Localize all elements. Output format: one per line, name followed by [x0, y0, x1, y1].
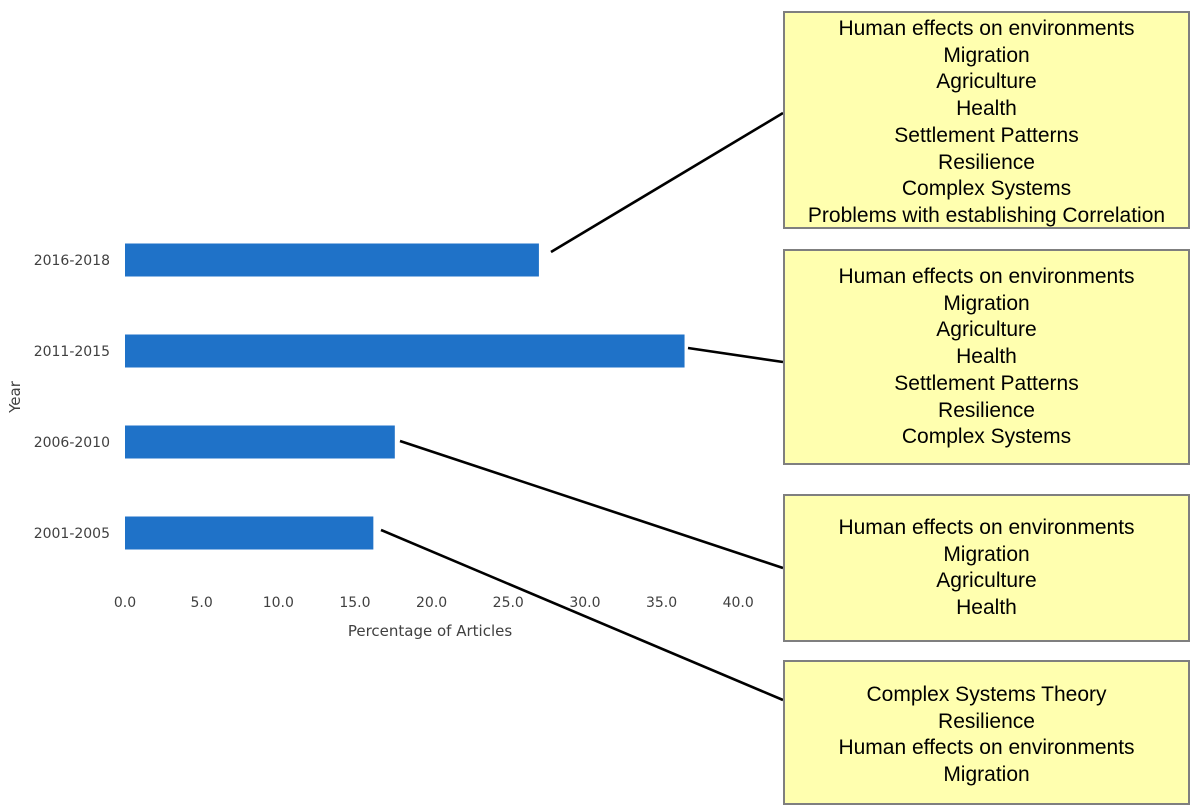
bar-2001-2005 — [125, 516, 374, 550]
topic-item: Human effects on environments — [838, 17, 1135, 40]
bar-2011-2015 — [125, 334, 685, 368]
x-tick-label: 35.0 — [646, 595, 677, 611]
topic-item: Complex Systems — [901, 177, 1072, 201]
x-tick-label: 0.0 — [114, 595, 136, 611]
x-tick-label: 5.0 — [191, 595, 213, 611]
y-tick-label: 2011-2015 — [34, 344, 110, 360]
topic-item: Agriculture — [936, 569, 1037, 593]
y-tick-label: 2001-2005 — [34, 526, 110, 542]
x-tick-label: 20.0 — [416, 595, 447, 611]
topic-item: Complex Systems Theory — [866, 683, 1107, 706]
topic-item: Health — [956, 97, 1017, 121]
topic-item: Human effects on environments — [838, 265, 1135, 288]
topic-item: Migration — [943, 43, 1030, 67]
connector-line-2001-2005 — [380, 528, 784, 702]
topic-item: Health — [956, 345, 1017, 369]
x-tick-label: 10.0 — [263, 595, 294, 611]
y-axis-title: Year — [6, 380, 24, 414]
topic-item: Human effects on environments — [838, 736, 1135, 760]
topic-item: Settlement Patterns — [894, 123, 1079, 147]
x-axis-title: Percentage of Articles — [348, 622, 512, 640]
connector-line-2011-2015 — [687, 346, 784, 364]
x-tick-label: 15.0 — [339, 595, 370, 611]
topic-item: Problems with establishing Correlation — [807, 203, 1166, 227]
topic-item: Agriculture — [936, 318, 1037, 342]
x-tick-labels: 0.0 5.0 10.0 15.0 20.0 25.0 30.0 35.0 40.0 — [114, 595, 754, 611]
bar-2016-2018 — [125, 243, 539, 277]
x-tick-label: 25.0 — [493, 595, 524, 611]
bar-2006-2010 — [125, 425, 395, 459]
topic-item: Resilience — [938, 398, 1035, 422]
y-tick-labels: 2001-2005 2006-2010 2011-2015 2016-2018 — [34, 253, 110, 542]
y-tick-label: 2006-2010 — [34, 435, 110, 451]
topic-box-2001-2005: Complex Systems Theory Resilience Human ef… — [783, 660, 1190, 805]
topic-item: Settlement Patterns — [894, 371, 1079, 395]
connector-lines — [380, 111, 784, 702]
topic-item: Migration — [943, 763, 1030, 787]
topic-box-2016-2018: Human effects on environments Migration Ag… — [783, 11, 1190, 229]
x-tick-label: 40.0 — [723, 595, 754, 611]
topic-item: Human effects on environments — [838, 516, 1135, 539]
topic-item: Agriculture — [936, 70, 1037, 94]
topic-box-2011-2015: Human effects on environments Migration Ag… — [783, 249, 1190, 465]
topic-item: Resilience — [938, 150, 1035, 174]
y-tick-label: 2016-2018 — [34, 253, 110, 269]
topic-item: Health — [956, 596, 1017, 620]
topic-box-2006-2010: Human effects on environments Migration Ag… — [783, 494, 1190, 642]
topic-item: Migration — [943, 542, 1030, 566]
bars-layer — [125, 243, 685, 550]
connector-line-2016-2018 — [550, 111, 784, 254]
connector-line-2006-2010 — [399, 439, 784, 570]
topic-item: Resilience — [938, 709, 1035, 733]
topic-item: Complex Systems — [901, 425, 1072, 449]
topic-item: Migration — [943, 291, 1030, 315]
x-tick-label: 30.0 — [569, 595, 600, 611]
